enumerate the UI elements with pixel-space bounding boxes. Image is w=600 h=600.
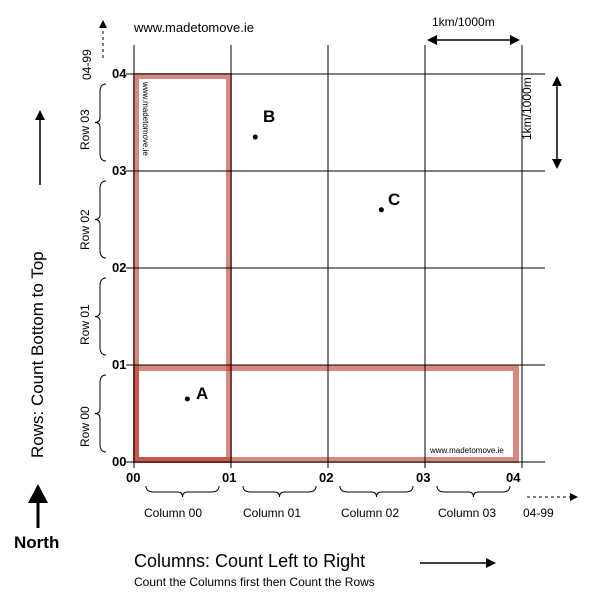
y-tick-04: 04 xyxy=(112,66,127,81)
north-arrow-head xyxy=(28,484,48,503)
column-brace-1 xyxy=(242,485,317,498)
row-label-02: Row 02 xyxy=(78,209,92,250)
x-overflow-arrow-head xyxy=(570,493,578,501)
column-brace-2 xyxy=(339,485,414,498)
x-tick-03: 03 xyxy=(416,470,431,485)
row-brace-1 xyxy=(94,277,107,356)
column-label-01: Column 01 xyxy=(243,506,302,520)
y-overflow-arrow-head xyxy=(99,20,107,28)
watermark-vertical: www.madetomove.ie xyxy=(141,82,150,156)
x-tick-01: 01 xyxy=(222,470,237,485)
y-tick-03: 03 xyxy=(112,163,127,178)
row-label-01: Row 01 xyxy=(78,304,92,345)
point-label-c: C xyxy=(388,190,401,209)
scale-arrow-head-up xyxy=(552,76,562,86)
row-label-00: Row 00 xyxy=(78,406,92,447)
point-label-b: B xyxy=(263,107,276,126)
scale-arrow-head-down xyxy=(552,159,562,169)
point-c xyxy=(378,207,384,213)
x-overflow-label: 04-99 xyxy=(523,506,554,520)
column-label-03: Column 03 xyxy=(438,506,497,520)
y-overflow-label: 04-99 xyxy=(80,49,94,80)
north-label: North xyxy=(14,533,60,552)
x-tick-02: 02 xyxy=(319,470,334,485)
point-label-a: A xyxy=(196,384,209,403)
row-brace-2 xyxy=(94,180,107,259)
column-brace-3 xyxy=(436,485,511,498)
scale-horizontal-label: 1km/1000m xyxy=(432,15,495,29)
y-tick-01: 01 xyxy=(112,357,127,372)
y-tick-00: 00 xyxy=(112,454,127,469)
x-tick-04: 04 xyxy=(506,470,521,485)
scale-arrow-head-left xyxy=(427,35,437,45)
instruction-text: Count the Columns first then Count the R… xyxy=(134,575,375,589)
column-label-00: Column 00 xyxy=(144,506,203,520)
point-a xyxy=(184,396,190,402)
row-brace-0 xyxy=(94,374,107,453)
column-label-02: Column 02 xyxy=(341,506,400,520)
columns-title: Columns: Count Left to Right xyxy=(134,551,366,571)
rows-arrow-head xyxy=(35,110,45,120)
row-label-03: Row 03 xyxy=(78,109,92,150)
scale-arrow-head-right xyxy=(510,35,520,45)
columns-arrow-head xyxy=(486,558,496,568)
row-brace-3 xyxy=(94,83,107,162)
rows-title: Rows: Count Bottom to Top xyxy=(28,251,47,458)
scale-vertical-label: 1km/1000m xyxy=(520,77,534,140)
x-tick-00: 00 xyxy=(126,470,141,485)
source-url: www.madetomove.ie xyxy=(134,20,254,35)
highlight-row-00 xyxy=(133,365,519,463)
y-tick-02: 02 xyxy=(112,260,127,275)
column-brace-0 xyxy=(145,485,220,498)
watermark-horizontal: www.madetomove.ie xyxy=(430,446,504,455)
point-b xyxy=(252,134,258,140)
